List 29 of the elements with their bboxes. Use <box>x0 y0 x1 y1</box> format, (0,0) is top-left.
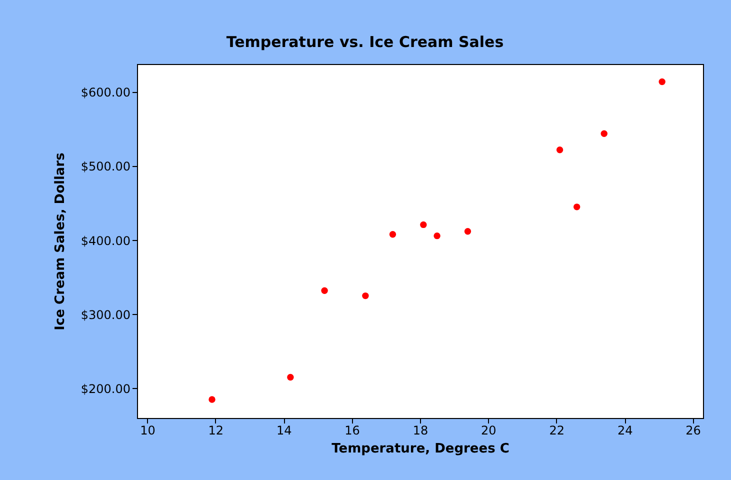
y-tick-label: $600.00 <box>80 86 130 100</box>
x-tick-label: 10 <box>140 424 156 438</box>
point <box>362 292 369 300</box>
point <box>556 146 564 154</box>
y-tick-label: $200.00 <box>80 382 130 396</box>
x-tick-label: 24 <box>617 424 633 438</box>
x-axis-title: Temperature, Degrees C <box>332 442 510 456</box>
x-tick-label: 14 <box>276 424 292 438</box>
y-axis-title: Ice Cream Sales, Dollars <box>52 152 68 330</box>
x-tick-label: 20 <box>481 424 496 438</box>
x-tick-label: 18 <box>412 424 428 438</box>
point <box>420 221 427 228</box>
point <box>464 228 472 235</box>
x-tick-label: 12 <box>208 424 224 438</box>
point <box>658 78 666 86</box>
y-tick-label: $400.00 <box>80 234 130 248</box>
point <box>600 130 608 137</box>
point <box>573 204 580 210</box>
point <box>208 396 216 403</box>
x-tick-label: 26 <box>686 424 701 438</box>
point <box>389 230 396 238</box>
y-tick-label: $500.00 <box>80 160 130 174</box>
x-tick-label: 22 <box>549 424 565 438</box>
point <box>434 232 440 240</box>
point <box>321 287 328 294</box>
chart-title: Temperature vs. Ice Cream Sales <box>226 33 504 51</box>
y-tick-label: $300.00 <box>80 308 130 322</box>
point <box>287 374 294 381</box>
x-tick-label: 16 <box>344 424 360 438</box>
